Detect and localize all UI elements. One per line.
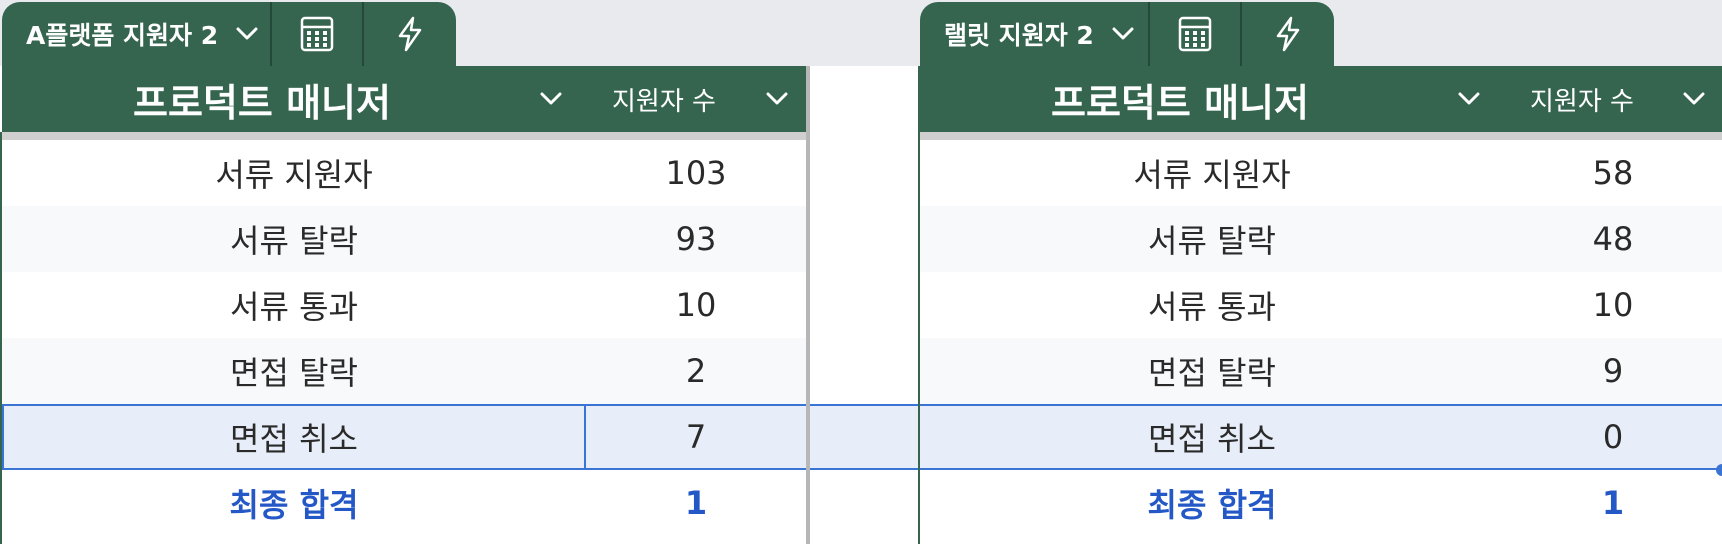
table-row[interactable]: 서류 지원자 58: [920, 140, 1722, 206]
row-label[interactable]: 면접 탈락: [1148, 354, 1276, 392]
left-column-header[interactable]: 지원자 수: [612, 86, 716, 117]
row-value[interactable]: 1: [684, 484, 708, 522]
left-tab-label: A플랫폼 지원자 2: [26, 21, 219, 50]
chevron-down-icon[interactable]: [1112, 27, 1134, 41]
table-row[interactable]: 서류 탈락 48: [920, 206, 1722, 272]
left-header-row: 프로덕트 매니저 지원자 수: [2, 66, 806, 132]
row-label[interactable]: 면접 탈락: [230, 354, 358, 392]
right-header-title[interactable]: 프로덕트 매니저: [1051, 80, 1309, 125]
table-row[interactable]: 서류 통과 10: [2, 272, 806, 338]
row-value[interactable]: 58: [1592, 154, 1634, 192]
automation-button[interactable]: [1242, 2, 1334, 66]
chevron-down-icon[interactable]: [748, 92, 806, 106]
selection-drag-handle[interactable]: [1716, 464, 1722, 476]
bolt-icon: [396, 16, 424, 52]
selection-band: [810, 404, 918, 470]
left-tab-name-button[interactable]: A플랫폼 지원자 2: [2, 2, 272, 66]
bolt-icon: [1274, 16, 1302, 52]
table-row[interactable]: 서류 탈락 93: [2, 206, 806, 272]
row-label[interactable]: 서류 지원자: [1133, 156, 1291, 194]
row-label[interactable]: 면접 취소: [1148, 420, 1276, 458]
table-row[interactable]: 서류 지원자 103: [2, 140, 806, 206]
active-cell-outline: [2, 404, 586, 470]
row-label[interactable]: 서류 지원자: [215, 156, 373, 194]
left-header-title[interactable]: 프로덕트 매니저: [133, 80, 391, 125]
row-label[interactable]: 최종 합격: [229, 486, 359, 524]
table-row-total[interactable]: 최종 합격 1: [920, 470, 1722, 536]
row-value[interactable]: 2: [685, 352, 707, 390]
right-table-body: 서류 지원자 58 서류 탈락 48 서류 통과 10 면접 탈락 9 면접 취…: [920, 140, 1722, 536]
row-label[interactable]: 최종 합격: [1147, 486, 1277, 524]
left-table-body: 서류 지원자 103 서류 탈락 93 서류 통과 10 면접 탈락 2 면접 …: [2, 140, 806, 536]
calculator-icon: [1178, 16, 1212, 52]
row-value[interactable]: 0: [1602, 418, 1624, 456]
calculator-button[interactable]: [1150, 2, 1242, 66]
row-label[interactable]: 서류 통과: [1148, 288, 1276, 326]
row-label[interactable]: 서류 통과: [230, 288, 358, 326]
calculator-button[interactable]: [272, 2, 364, 66]
right-tab-label: 랠릿 지원자 2: [944, 21, 1094, 50]
right-tab-group: 랠릿 지원자 2: [920, 2, 1334, 66]
left-tab-group: A플랫폼 지원자 2: [2, 2, 456, 66]
right-tab-name-button[interactable]: 랠릿 지원자 2: [920, 2, 1150, 66]
right-panel-border: [918, 66, 920, 544]
row-value[interactable]: 48: [1592, 220, 1634, 258]
table-row-selected[interactable]: 면접 취소 0: [920, 404, 1722, 470]
row-label[interactable]: 서류 탈락: [1148, 222, 1276, 260]
row-value[interactable]: 7: [685, 418, 707, 456]
automation-button[interactable]: [364, 2, 456, 66]
table-row[interactable]: 면접 탈락 2: [2, 338, 806, 404]
left-panel-border: [0, 132, 2, 544]
header-divider: [2, 132, 806, 140]
row-value[interactable]: 1: [1601, 484, 1625, 522]
right-header-row: 프로덕트 매니저 지원자 수: [920, 66, 1722, 132]
right-column-header[interactable]: 지원자 수: [1530, 86, 1634, 117]
chevron-down-icon[interactable]: [236, 27, 258, 41]
row-value[interactable]: 9: [1602, 352, 1624, 390]
row-label[interactable]: 서류 탈락: [230, 222, 358, 260]
header-divider: [920, 132, 1722, 140]
chevron-down-icon[interactable]: [522, 92, 580, 106]
chevron-down-icon[interactable]: [1666, 92, 1722, 106]
chevron-down-icon[interactable]: [1440, 92, 1498, 106]
row-value[interactable]: 10: [675, 286, 717, 324]
panel-resize-handle[interactable]: [806, 66, 810, 544]
table-row-total[interactable]: 최종 합격 1: [2, 470, 806, 536]
row-label[interactable]: 면접 취소: [230, 420, 358, 458]
table-row[interactable]: 면접 탈락 9: [920, 338, 1722, 404]
row-value[interactable]: 93: [675, 220, 717, 258]
calculator-icon: [300, 16, 334, 52]
row-value[interactable]: 10: [1592, 286, 1634, 324]
table-row[interactable]: 서류 통과 10: [920, 272, 1722, 338]
row-value[interactable]: 103: [665, 154, 727, 192]
